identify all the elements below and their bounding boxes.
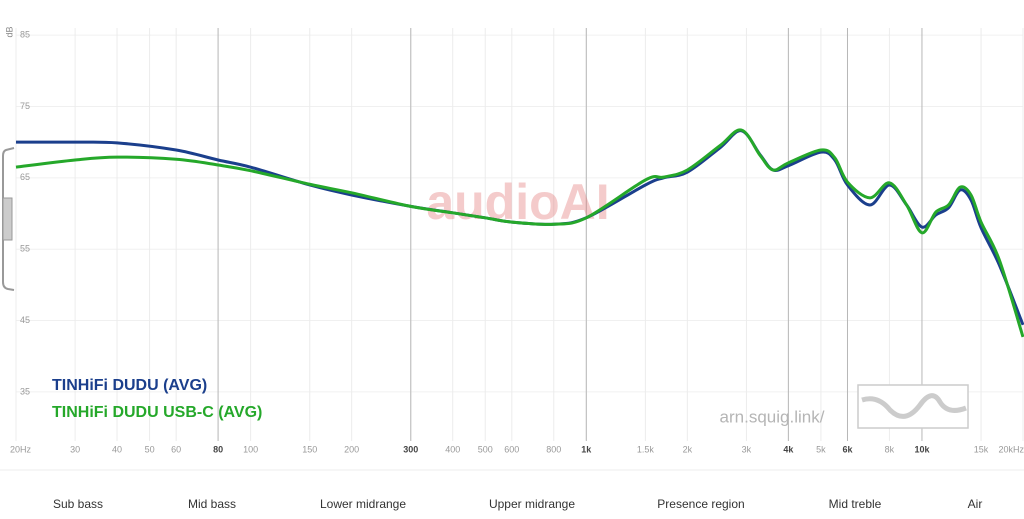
curves	[15, 128, 1024, 338]
grid	[15, 28, 1024, 441]
x-tick-label: 50	[145, 444, 155, 454]
region-label: Sub bass	[53, 497, 103, 511]
labels: 35 45 55 65 75 85 20Hz 30 40 50 60 80 100 150 200 300 40…	[10, 30, 1024, 455]
x-tick-label: 300	[403, 444, 418, 454]
region-label: Lower midrange	[320, 497, 406, 511]
y-tick-label: 35	[20, 386, 30, 396]
region-label: Presence region	[657, 497, 744, 511]
x-tick-label: 800	[546, 444, 561, 454]
x-tick-label: 5k	[816, 444, 826, 454]
x-tick-label: 8k	[885, 444, 895, 454]
x-tick-label: 80	[213, 444, 223, 454]
region-label: Mid bass	[188, 497, 236, 511]
site-label: arn.squig.link/	[720, 407, 825, 426]
y-tick-label: 85	[20, 30, 30, 40]
x-tick-label: 100	[243, 444, 258, 454]
scale-grip[interactable]	[2, 197, 13, 241]
logo-wave	[861, 393, 967, 419]
x-tick-label: 600	[504, 444, 519, 454]
x-tick-label: 30	[70, 444, 80, 454]
x-tick-label: 20Hz	[10, 444, 32, 454]
logo	[857, 384, 969, 429]
x-tick-label: 400	[445, 444, 460, 454]
x-tick-label: 1k	[581, 444, 592, 454]
y-tick-label: 55	[20, 244, 30, 254]
x-tick-label: 6k	[842, 444, 853, 454]
x-tick-label: 40	[112, 444, 122, 454]
region-label: Upper midrange	[489, 497, 575, 511]
y-tick-label: 75	[20, 101, 30, 111]
x-tick-label: 20kHz	[998, 444, 1024, 454]
y-axis-label: dB	[4, 26, 14, 37]
x-tick-label: 1.5k	[637, 444, 655, 454]
x-tick-label: 2k	[683, 444, 693, 454]
x-tick-label: 150	[302, 444, 317, 454]
legend-entry: TINHiFi DUDU USB-C (AVG)	[52, 404, 262, 421]
x-tick-label: 15k	[974, 444, 989, 454]
x-tick-label: 500	[478, 444, 493, 454]
region-label: Air	[968, 497, 983, 511]
x-tick-label: 200	[344, 444, 359, 454]
regions: Sub bass Mid bass Lower midrange Upper midr…	[53, 497, 982, 511]
x-tick-label: 10k	[914, 444, 930, 454]
y-tick-label: 45	[20, 315, 30, 325]
y-tick-label: 65	[20, 172, 30, 182]
fr-curve	[15, 128, 1024, 338]
legend-entry: TINHiFi DUDU (AVG)	[52, 377, 207, 394]
logo-frame	[857, 384, 969, 429]
region-label: Mid treble	[829, 497, 882, 511]
x-tick-label: 3k	[742, 444, 752, 454]
x-tick-label: 4k	[783, 444, 794, 454]
x-tick-label: 60	[171, 444, 181, 454]
